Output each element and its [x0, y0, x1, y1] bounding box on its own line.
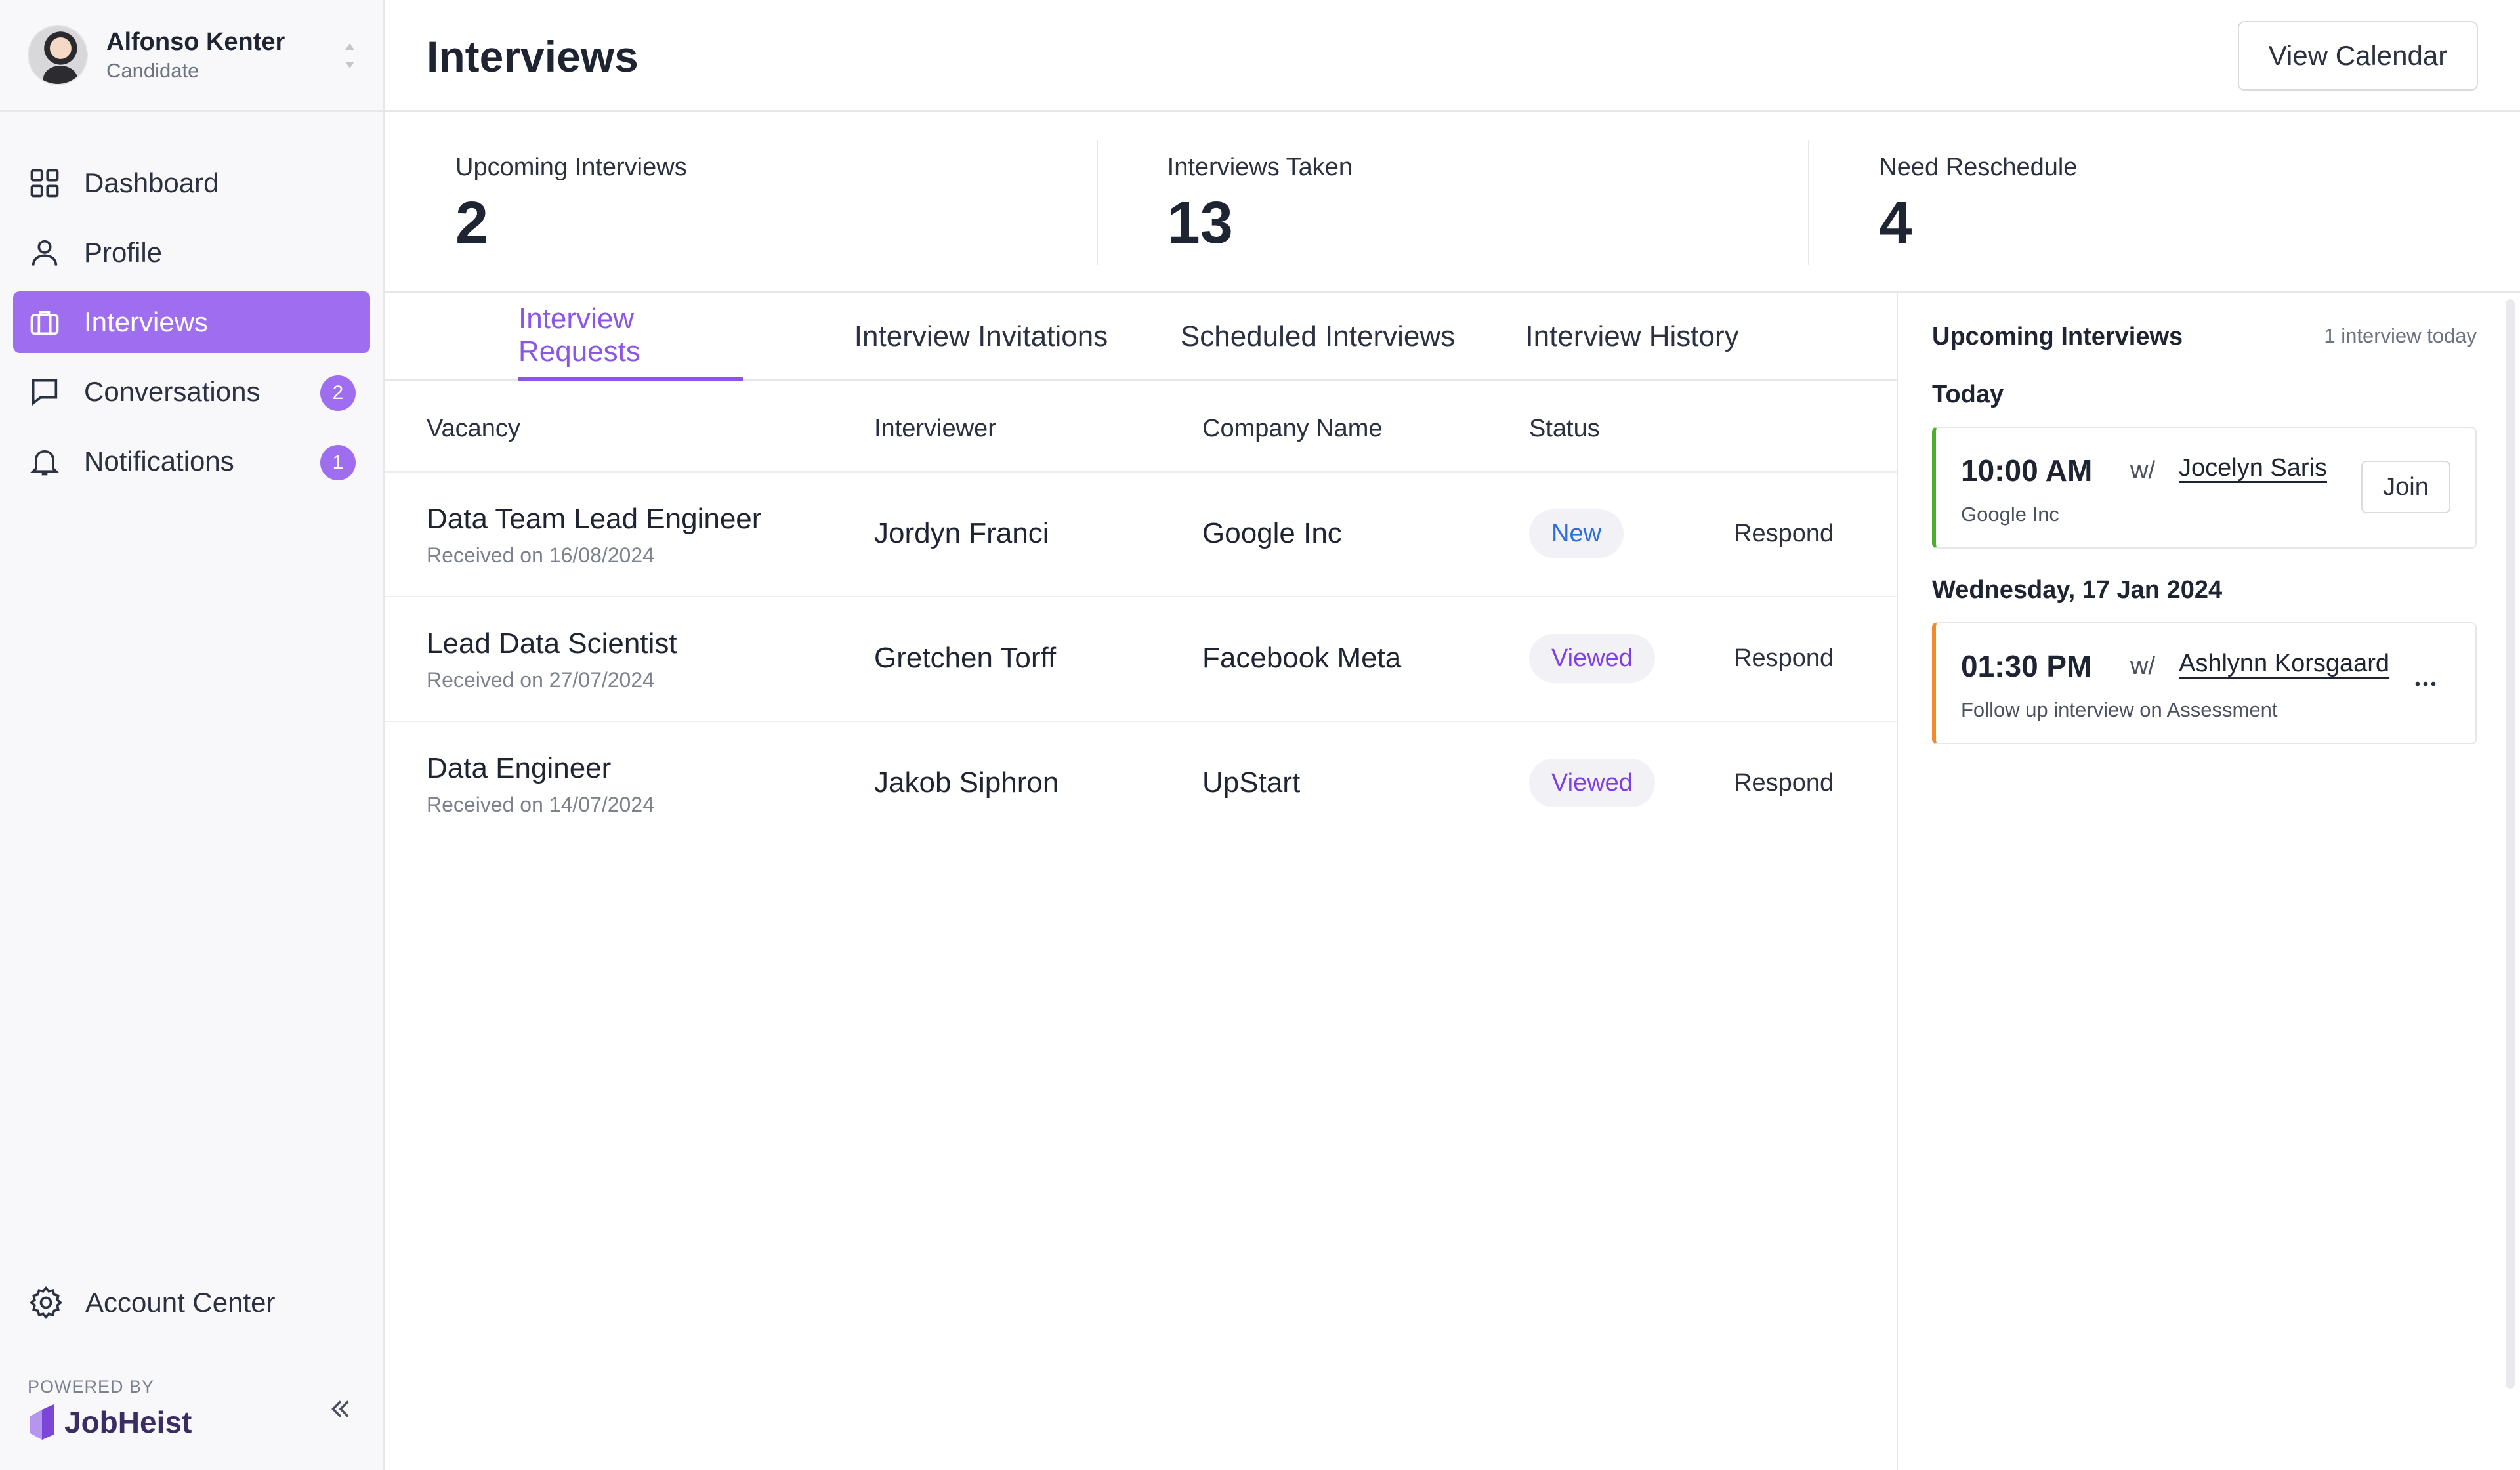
status-badge: Viewed — [1529, 759, 1655, 807]
avatar — [28, 25, 88, 85]
event-with: w/ — [2130, 652, 2155, 680]
stat-upcoming: Upcoming Interviews 2 — [385, 112, 1097, 291]
join-button[interactable]: Join — [2361, 461, 2450, 513]
grid-icon — [30, 169, 59, 198]
sidebar-item-notifications[interactable]: Notifications 1 — [13, 430, 370, 492]
day-label-today: Today — [1932, 381, 2004, 408]
stat-value: 2 — [455, 190, 489, 256]
today-count-note: 1 interview today — [2324, 324, 2477, 347]
sidebar-item-label: Profile — [84, 237, 163, 268]
user-role: Candidate — [106, 59, 200, 82]
powered-by-label: POWERED BY — [28, 1377, 155, 1396]
interviews-main: Interview Requests Interview Invitations… — [385, 293, 1898, 1470]
page-header: Interviews View Calendar — [385, 0, 2520, 112]
event-time: 01:30 PM — [1961, 649, 2092, 683]
user-icon — [32, 240, 58, 266]
vacancy-title: Lead Data Scientist — [427, 627, 677, 660]
account-center-link[interactable]: Account Center — [13, 1272, 370, 1334]
column-interviewer: Interviewer — [874, 415, 996, 442]
brand-logo: JobHeist — [28, 1403, 192, 1441]
more-options-icon[interactable] — [2412, 671, 2439, 697]
received-date: Received on 14/07/2024 — [427, 793, 654, 816]
sidebar-item-label: Dashboard — [84, 167, 219, 198]
status-badge: New — [1529, 509, 1624, 558]
sidebar-item-interviews[interactable]: Interviews — [13, 291, 370, 353]
collapse-sidebar-icon[interactable] — [326, 1394, 356, 1424]
sidebar-item-label: Notifications — [84, 446, 234, 476]
gear-icon — [29, 1286, 63, 1320]
tab-interview-invitations[interactable]: Interview Invitations — [854, 320, 1108, 352]
chat-icon — [32, 379, 58, 406]
interview-tabs: Interview Requests Interview Invitations… — [385, 293, 1897, 381]
notifications-badge: 1 — [320, 445, 356, 480]
event-person-link[interactable]: Jocelyn Saris — [2179, 454, 2327, 482]
tab-interview-requests[interactable]: Interview Requests — [518, 293, 743, 381]
user-switcher[interactable]: Alfonso Kenter Candidate — [0, 0, 383, 112]
tab-scheduled-interviews[interactable]: Scheduled Interviews — [1180, 320, 1456, 352]
brand-name: JobHeist — [64, 1405, 192, 1439]
company-name: UpStart — [1202, 766, 1301, 799]
respond-link[interactable]: Respond — [1734, 520, 1834, 547]
event-description: Follow up interview on Assessment — [1961, 698, 2278, 721]
interviewer-name: Jakob Siphron — [874, 766, 1059, 799]
event-person-link[interactable]: Ashlynn Korsgaard — [2179, 650, 2390, 677]
interviewer-name: Gretchen Torff — [874, 642, 1057, 674]
column-vacancy: Vacancy — [427, 415, 520, 442]
stat-reschedule: Need Reschedule 4 — [1808, 112, 2520, 291]
sidebar-nav: Dashboard Profile Interviews Conversatio… — [0, 112, 383, 492]
status-badge: Viewed — [1529, 634, 1655, 682]
day-label-date: Wednesday, 17 Jan 2024 — [1932, 576, 2223, 604]
respond-link[interactable]: Respond — [1734, 644, 1834, 672]
view-calendar-button[interactable]: View Calendar — [2238, 21, 2478, 91]
received-date: Received on 16/08/2024 — [427, 543, 654, 567]
panel-title: Upcoming Interviews — [1932, 323, 2183, 350]
vacancy-title: Data Team Lead Engineer — [427, 503, 762, 535]
event-card[interactable]: 10:00 AM w/ Jocelyn Saris Google Inc Joi… — [1932, 427, 2477, 549]
stat-value: 4 — [1879, 190, 1912, 256]
stat-label: Interviews Taken — [1167, 154, 1353, 181]
sort-toggle-icon[interactable] — [343, 41, 357, 71]
sidebar-item-conversations[interactable]: Conversations 2 — [13, 361, 370, 423]
sidebar-item-profile[interactable]: Profile — [13, 222, 370, 284]
stat-value: 13 — [1167, 190, 1233, 256]
sidebar: Alfonso Kenter Candidate Dashboard Profi… — [0, 0, 385, 1470]
tab-interview-history[interactable]: Interview History — [1525, 320, 1739, 352]
jobheist-logo-icon — [30, 1404, 54, 1440]
vacancy-title: Data Engineer — [427, 752, 612, 784]
briefcase-icon — [30, 310, 59, 335]
stat-taken: Interviews Taken 13 — [1096, 112, 1809, 291]
stat-label: Upcoming Interviews — [455, 154, 687, 181]
company-name: Google Inc — [1202, 517, 1342, 549]
upcoming-interviews-panel: Upcoming Interviews 1 interview today To… — [1899, 293, 2520, 1470]
conversations-badge: 2 — [320, 375, 356, 411]
sidebar-item-label: Interviews — [84, 306, 209, 337]
stats-row: Upcoming Interviews 2 Interviews Taken 1… — [385, 112, 2520, 293]
received-date: Received on 27/07/2024 — [427, 668, 654, 692]
company-name: Facebook Meta — [1202, 642, 1402, 674]
panel-scrollbar[interactable] — [2506, 299, 2515, 1389]
event-card[interactable]: 01:30 PM w/ Ashlynn Korsgaard Follow up … — [1932, 622, 2477, 744]
user-name: Alfonso Kenter — [106, 28, 285, 56]
column-status: Status — [1529, 415, 1600, 442]
sidebar-item-label: Conversations — [84, 376, 261, 407]
table-row[interactable]: Data Team Lead Engineer Received on 16/0… — [385, 472, 1897, 597]
stat-label: Need Reschedule — [1879, 154, 2078, 181]
event-with: w/ — [2130, 457, 2155, 484]
column-company: Company Name — [1202, 415, 1383, 442]
account-center-label: Account Center — [85, 1287, 276, 1318]
interviewer-name: Jordyn Franci — [874, 517, 1049, 549]
event-company: Google Inc — [1961, 503, 2059, 526]
table-row[interactable]: Data Engineer Received on 14/07/2024 Jak… — [385, 722, 1897, 847]
respond-link[interactable]: Respond — [1734, 769, 1834, 797]
page-title: Interviews — [427, 32, 639, 81]
bell-icon — [30, 450, 59, 476]
table-header: Vacancy Interviewer Company Name Status — [385, 381, 1897, 472]
table-row[interactable]: Lead Data Scientist Received on 27/07/20… — [385, 597, 1897, 722]
sidebar-item-dashboard[interactable]: Dashboard — [13, 152, 370, 214]
event-time: 10:00 AM — [1961, 453, 2093, 488]
